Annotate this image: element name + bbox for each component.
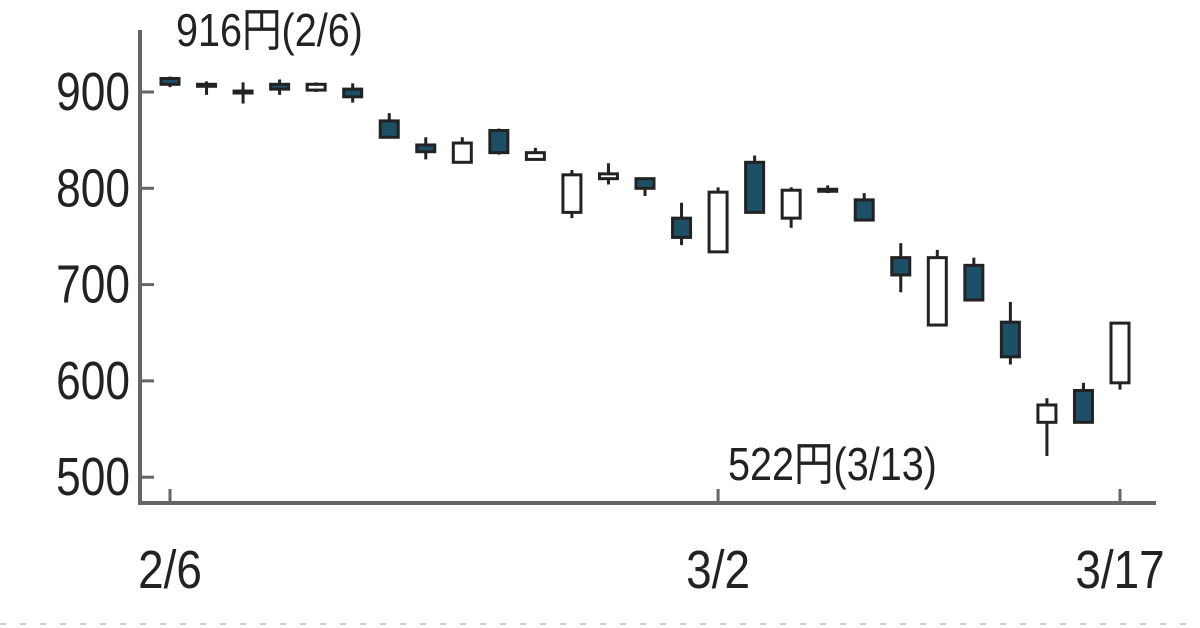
candle-3/13 — [1036, 398, 1058, 457]
x-tick-label: 3/2 — [686, 540, 750, 600]
candle-body — [1036, 403, 1058, 424]
candle-body — [890, 256, 912, 277]
candles — [159, 76, 1131, 457]
x-tick-label: 2/6 — [138, 540, 202, 600]
candle-body — [196, 82, 218, 88]
candle-body — [159, 77, 181, 86]
candle-2/26 — [597, 163, 619, 185]
candle-2/18 — [415, 137, 437, 160]
y-tick-label: 600 — [56, 351, 130, 411]
candle-body — [597, 172, 619, 181]
candle-2/28 — [671, 202, 693, 246]
y-tick-label: 700 — [56, 254, 130, 314]
candle-3/5 — [817, 185, 839, 194]
candle-3/16 — [1072, 382, 1094, 424]
candle-body — [853, 198, 875, 222]
candle-body — [488, 129, 510, 155]
candle-2/7 — [196, 81, 218, 95]
candle-body — [232, 89, 254, 95]
candle-2/14 — [342, 83, 364, 103]
candle-3/9 — [890, 243, 912, 293]
candle-body — [671, 216, 693, 239]
candle-2/13 — [305, 82, 327, 92]
axes: 500 600 700 800 900 2/6 3/2 3/17 — [0, 30, 1200, 625]
low-annotation: 522円(3/13) — [728, 439, 937, 490]
candle-2/10 — [232, 82, 254, 104]
candle-body — [707, 190, 729, 254]
candle-body — [415, 143, 437, 154]
candle-3/3 — [744, 155, 766, 214]
candle-body — [744, 160, 766, 214]
candle-3/10 — [926, 249, 948, 327]
candle-2/25 — [561, 170, 583, 219]
candle-body — [999, 320, 1021, 359]
high-annotation: 916円(2/6) — [176, 5, 363, 56]
candle-body — [451, 141, 473, 164]
candle-body — [926, 256, 948, 327]
candle-2/20 — [488, 128, 510, 155]
candle-body — [817, 187, 839, 193]
candle-body — [342, 87, 364, 99]
y-tick-label: 800 — [56, 158, 130, 218]
candle-body — [634, 177, 656, 190]
candle-3/6 — [853, 193, 875, 222]
candle-2/17 — [378, 113, 400, 139]
candle-body — [269, 82, 291, 91]
candle-3/2 — [707, 187, 729, 254]
candle-body — [378, 119, 400, 139]
candle-3/11 — [963, 257, 985, 302]
candle-3/12 — [999, 301, 1021, 365]
candle-3/4 — [780, 187, 802, 228]
candle-2/6 — [159, 76, 181, 88]
y-tick-label: 500 — [56, 447, 130, 507]
candle-3/17 — [1109, 321, 1131, 390]
candle-2/21 — [524, 147, 546, 161]
x-tick-label: 3/17 — [1075, 540, 1164, 600]
candle-2/19 — [451, 137, 473, 164]
candle-body — [780, 188, 802, 220]
candle-body — [1072, 389, 1094, 424]
y-tick-label: 900 — [56, 62, 130, 122]
candle-body — [524, 151, 546, 161]
candle-2/12 — [269, 79, 291, 95]
candle-2/27 — [634, 177, 656, 197]
candle-body — [963, 263, 985, 302]
candle-body — [1109, 321, 1131, 385]
candle-body — [561, 173, 583, 214]
candle-body — [305, 82, 327, 92]
